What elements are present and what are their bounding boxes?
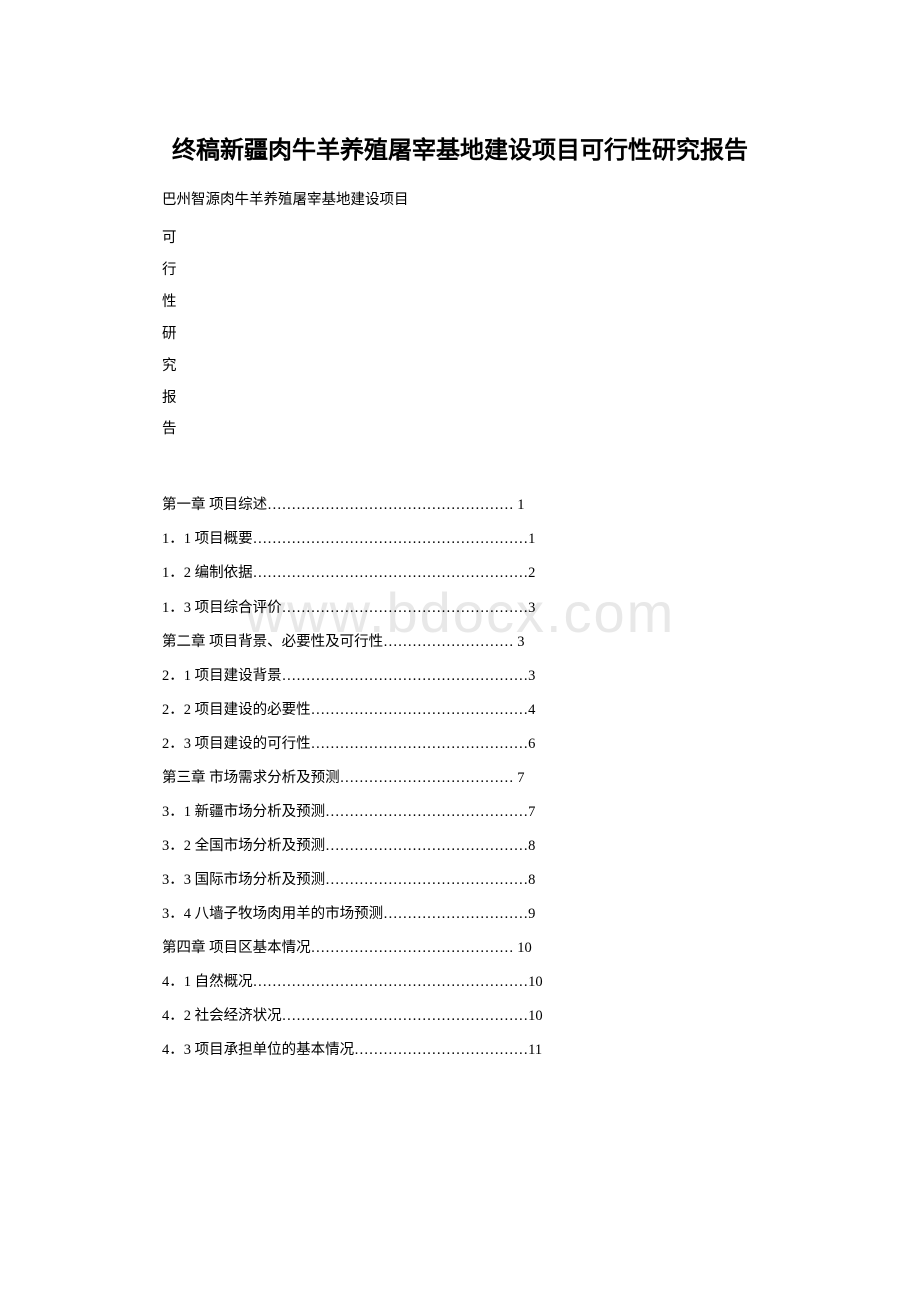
toc-entry: 4．3 项目承担单位的基本情况………………………………11 <box>162 1033 790 1067</box>
vertical-char: 行 <box>162 255 790 287</box>
document-content: 终稿新疆肉牛羊养殖屠宰基地建设项目可行性研究报告 巴州智源肉牛羊养殖屠宰基地建设… <box>130 130 790 1067</box>
toc-entry: 第二章 项目背景、必要性及可行性……………………… 3 <box>162 625 790 659</box>
vertical-char: 报 <box>162 383 790 415</box>
toc-entry: 第一章 项目综述…………………………………………… 1 <box>162 488 790 522</box>
toc-entry: 1．3 项目综合评价……………………………………………3 <box>162 591 790 625</box>
toc-entry: 3．2 全国市场分析及预测……………………………………8 <box>162 829 790 863</box>
toc-entry: 1．2 编制依据…………………………………………………2 <box>162 556 790 590</box>
vertical-char: 性 <box>162 287 790 319</box>
toc-entry: 第三章 市场需求分析及预测……………………………… 7 <box>162 761 790 795</box>
toc-entry: 第四章 项目区基本情况…………………………………… 10 <box>162 931 790 965</box>
toc-entry: 4．1 自然概况…………………………………………………10 <box>162 965 790 999</box>
vertical-char: 告 <box>162 414 790 446</box>
toc-entry: 2．2 项目建设的必要性………………………………………4 <box>162 693 790 727</box>
toc-entry: 2．1 项目建设背景……………………………………………3 <box>162 659 790 693</box>
toc-entry: 3．1 新疆市场分析及预测……………………………………7 <box>162 795 790 829</box>
toc-entry: 1．1 项目概要…………………………………………………1 <box>162 522 790 556</box>
vertical-char: 研 <box>162 319 790 351</box>
subtitle: 巴州智源肉牛羊养殖屠宰基地建设项目 <box>162 187 790 213</box>
blank-spacer <box>130 456 790 488</box>
vertical-char: 究 <box>162 351 790 383</box>
toc-entry: 3．3 国际市场分析及预测……………………………………8 <box>162 863 790 897</box>
page-title: 终稿新疆肉牛羊养殖屠宰基地建设项目可行性研究报告 <box>130 130 790 165</box>
vertical-char: 可 <box>162 223 790 255</box>
vertical-title: 可 行 性 研 究 报 告 <box>162 223 790 446</box>
toc-entry: 4．2 社会经济状况……………………………………………10 <box>162 999 790 1033</box>
toc-entry: 3．4 八墙子牧场肉用羊的市场预测…………………………9 <box>162 897 790 931</box>
toc-entry: 2．3 项目建设的可行性………………………………………6 <box>162 727 790 761</box>
